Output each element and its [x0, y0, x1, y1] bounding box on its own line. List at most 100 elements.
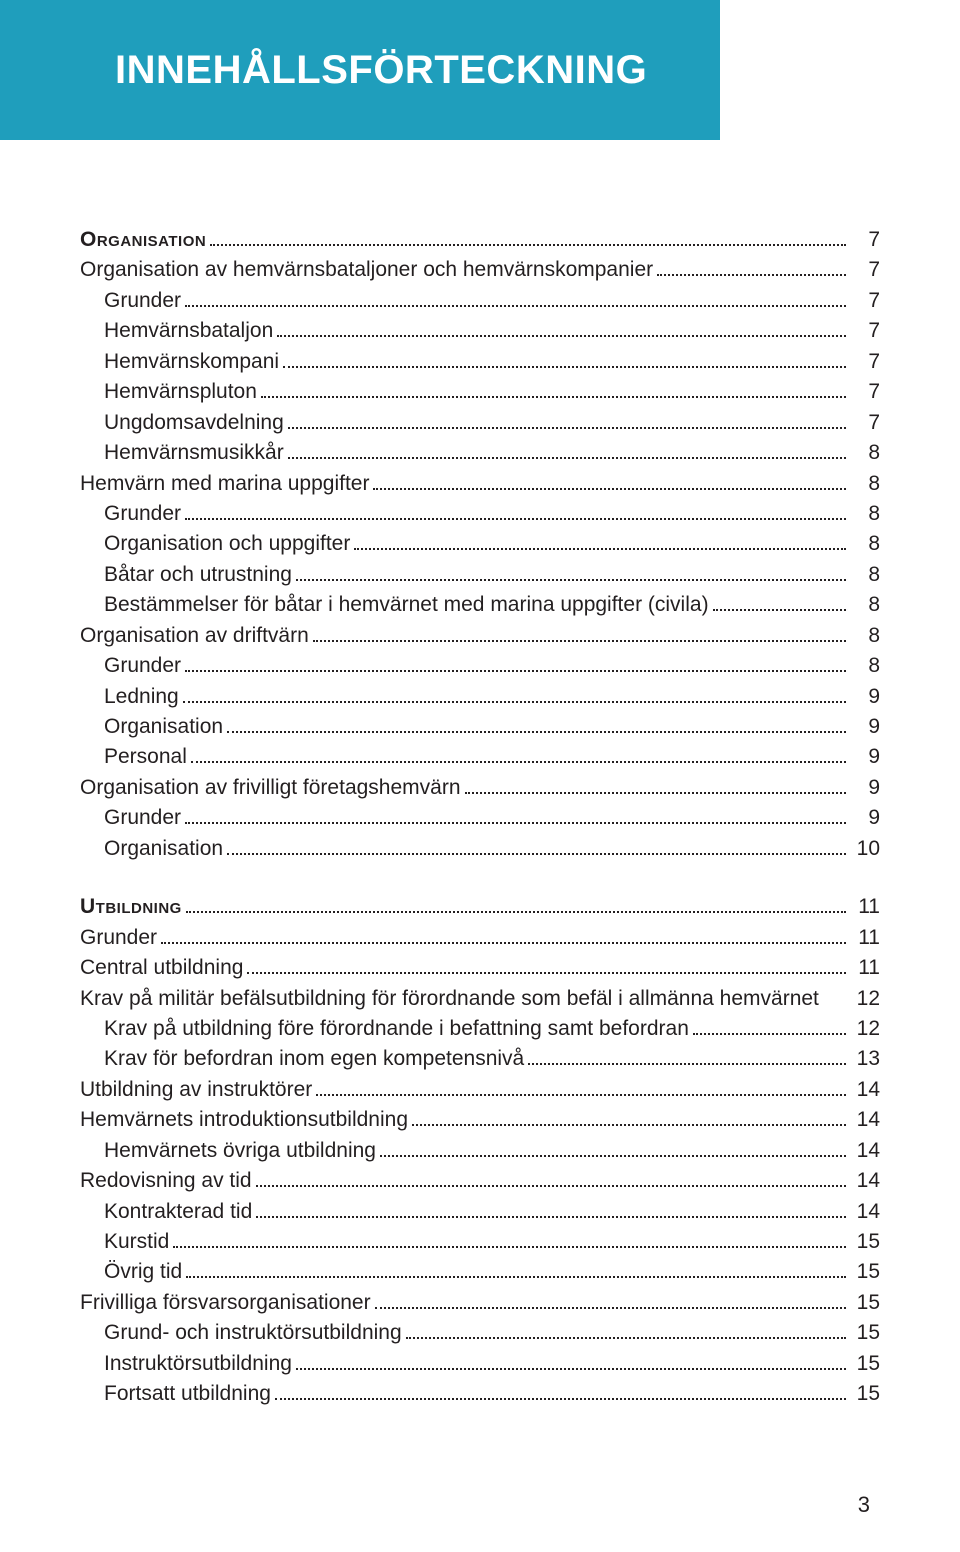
- toc-row: Hemvärnsbataljon 7: [80, 316, 880, 346]
- toc-page-number: 9: [850, 773, 880, 803]
- toc-entry-label: Krav för befordran inom egen kompetensni…: [80, 1044, 524, 1074]
- toc-leader: [528, 1063, 846, 1065]
- toc-row: Kurstid 15: [80, 1227, 880, 1257]
- toc-entry-label: Frivilliga försvarsorganisationer: [80, 1288, 371, 1318]
- toc-leader: [227, 731, 846, 733]
- toc-page-number: 8: [850, 499, 880, 529]
- toc-page-number: 10: [850, 834, 880, 864]
- toc-page-number: 9: [850, 712, 880, 742]
- toc-row: Bestämmelser för båtar i hemvärnet med m…: [80, 590, 880, 620]
- toc-row: Grunder 9: [80, 803, 880, 833]
- header-band: INNEHÅLLSFÖRTECKNING: [0, 0, 720, 140]
- toc-page-number: 8: [850, 560, 880, 590]
- toc-entry-label: Personal: [80, 742, 187, 772]
- toc-page-number: 15: [850, 1379, 880, 1409]
- toc-row: Hemvärnets introduktionsutbildning14: [80, 1105, 880, 1135]
- toc-page-number: 12: [850, 1014, 880, 1044]
- toc-row: Ledning9: [80, 682, 880, 712]
- toc-page-number: 11: [850, 953, 880, 983]
- toc-page-number: 8: [850, 529, 880, 559]
- toc-page-number: 7: [850, 347, 880, 377]
- toc-leader: [277, 335, 846, 337]
- table-of-contents: Organisation7Organisation av hemvärnsbat…: [80, 225, 880, 1410]
- toc-page-number: 14: [850, 1075, 880, 1105]
- toc-row: Hemvärnets övriga utbildning14: [80, 1136, 880, 1166]
- toc-row: Fortsatt utbildning15: [80, 1379, 880, 1409]
- toc-leader: [657, 274, 846, 276]
- toc-page-number: 9: [850, 803, 880, 833]
- toc-page-number: 11: [850, 923, 880, 953]
- toc-leader: [283, 366, 846, 368]
- toc-leader: [380, 1155, 846, 1157]
- toc-entry-label: Organisation och uppgifter: [80, 529, 350, 559]
- toc-leader: [186, 911, 846, 913]
- toc-row: Krav på militär befälsutbildning för för…: [80, 984, 880, 1014]
- toc-entry-label: Utbildning av instruktörer: [80, 1075, 312, 1105]
- toc-entry-label: Central utbildning: [80, 953, 243, 983]
- toc-page-number: 15: [850, 1227, 880, 1257]
- toc-row: Organisation7: [80, 225, 880, 255]
- toc-row: Hemvärnsmusikkår 8: [80, 438, 880, 468]
- toc-leader: [227, 853, 846, 855]
- toc-entry-label: Hemvärn med marina uppgifter: [80, 469, 369, 499]
- toc-page-number: 15: [850, 1288, 880, 1318]
- toc-row: Grunder8: [80, 651, 880, 681]
- toc-entry-label: Grunder: [80, 651, 181, 681]
- toc-gap: [80, 864, 880, 892]
- toc-page-number: 7: [850, 316, 880, 346]
- toc-row: Krav för befordran inom egen kompetensni…: [80, 1044, 880, 1074]
- toc-row: Båtar och utrustning 8: [80, 560, 880, 590]
- toc-leader: [191, 761, 846, 763]
- toc-entry-label: Grunder: [80, 803, 181, 833]
- toc-row: Organisation9: [80, 712, 880, 742]
- toc-leader: [373, 488, 846, 490]
- toc-page-number: 14: [850, 1136, 880, 1166]
- toc-page-number: 8: [850, 469, 880, 499]
- toc-section-label: Utbildning: [80, 892, 182, 922]
- toc-leader: [256, 1216, 846, 1218]
- toc-leader: [186, 1276, 846, 1278]
- toc-leader: [465, 792, 846, 794]
- toc-leader: [713, 609, 846, 611]
- toc-entry-label: Krav på militär befälsutbildning för för…: [80, 984, 819, 1014]
- toc-page-number: 9: [850, 682, 880, 712]
- toc-row: Utbildning av instruktörer 14: [80, 1075, 880, 1105]
- toc-entry-label: Kontrakterad tid: [80, 1197, 252, 1227]
- toc-entry-label: Organisation: [80, 834, 223, 864]
- toc-page-number: 13: [850, 1044, 880, 1074]
- toc-leader: [288, 457, 846, 459]
- toc-row: Organisation 10: [80, 834, 880, 864]
- toc-page-number: 7: [850, 377, 880, 407]
- toc-leader: [256, 1185, 846, 1187]
- toc-entry-label: Organisation av hemvärnsbataljoner och h…: [80, 255, 653, 285]
- toc-entry-label: Hemvärnets introduktionsutbildning: [80, 1105, 408, 1135]
- toc-leader: [313, 640, 846, 642]
- toc-leader: [288, 427, 846, 429]
- toc-leader: [185, 305, 846, 307]
- toc-entry-label: Kurstid: [80, 1227, 169, 1257]
- toc-leader: [185, 518, 846, 520]
- toc-page-number: 15: [850, 1257, 880, 1287]
- toc-row: Hemvärnskompani7: [80, 347, 880, 377]
- toc-page-number: 8: [850, 438, 880, 468]
- toc-page-number: 7: [850, 225, 880, 255]
- toc-page-number: 11: [850, 892, 880, 922]
- toc-entry-label: Ungdomsavdelning: [80, 408, 284, 438]
- toc-leader: [247, 972, 846, 974]
- toc-page-number: 12: [850, 984, 880, 1014]
- toc-row: Grund- och instruktörsutbildning 15: [80, 1318, 880, 1348]
- toc-entry-label: Övrig tid: [80, 1257, 182, 1287]
- toc-leader: [183, 701, 846, 703]
- toc-entry-label: Redovisning av tid: [80, 1166, 252, 1196]
- toc-entry-label: Hemvärnsbataljon: [80, 316, 273, 346]
- toc-page-number: 9: [850, 742, 880, 772]
- toc-page-number: 15: [850, 1318, 880, 1348]
- toc-entry-label: Båtar och utrustning: [80, 560, 292, 590]
- toc-entry-label: Instruktörsutbildning: [80, 1349, 292, 1379]
- toc-leader: [693, 1033, 846, 1035]
- toc-row: Organisation av driftvärn8: [80, 621, 880, 651]
- toc-row: Grunder8: [80, 499, 880, 529]
- toc-entry-label: Hemvärnsmusikkår: [80, 438, 284, 468]
- toc-row: Krav på utbildning före förordnande i be…: [80, 1014, 880, 1044]
- toc-entry-label: Grund- och instruktörsutbildning: [80, 1318, 402, 1348]
